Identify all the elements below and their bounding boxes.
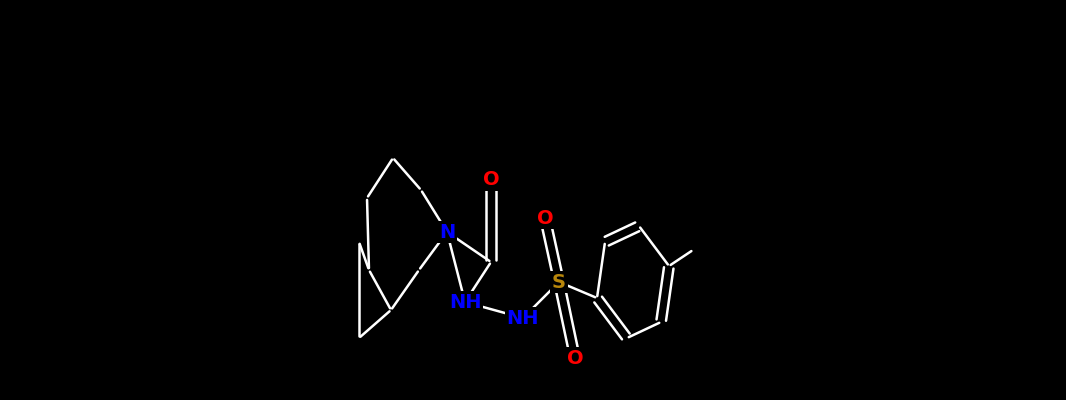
Text: O: O <box>536 208 553 228</box>
Text: NH: NH <box>449 292 481 312</box>
Text: O: O <box>567 348 583 368</box>
Text: N: N <box>439 222 455 242</box>
Text: NH: NH <box>506 308 539 328</box>
Text: O: O <box>483 170 499 190</box>
Text: S: S <box>552 272 566 292</box>
